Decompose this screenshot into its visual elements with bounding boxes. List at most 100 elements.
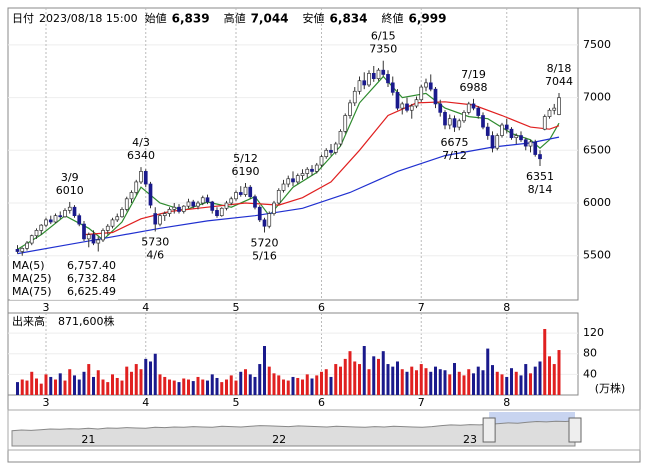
volume-bar [505, 376, 509, 395]
candle-body [533, 141, 538, 155]
annotation-date: 6/15 [371, 30, 396, 43]
candle-body [281, 183, 286, 191]
candle-body [25, 242, 29, 249]
candle-body [77, 215, 82, 225]
volume-bar [163, 376, 167, 395]
candle-body [300, 173, 305, 176]
volume-bar [457, 371, 461, 395]
candle-body [162, 213, 167, 217]
candle-body [509, 128, 514, 139]
volume-bar [20, 379, 24, 395]
volume-bar [282, 379, 285, 395]
candle-body [552, 107, 557, 111]
legend-value: 6,757.40 [67, 259, 116, 272]
volume-bar [481, 370, 485, 395]
candle-body [272, 202, 276, 214]
volume-bar [396, 361, 399, 395]
volume-bar [320, 371, 323, 395]
candle-body [409, 105, 414, 111]
x-tick-label: 5 [233, 301, 240, 314]
candle-body [500, 124, 504, 136]
volume-bar [201, 379, 205, 395]
annotation-price: 5720 [251, 237, 279, 250]
volume-bar [391, 366, 395, 395]
volume-bar [443, 370, 447, 395]
candle-body [91, 234, 96, 244]
candle-body [72, 206, 77, 217]
header-text: 6,834 [330, 12, 368, 26]
candle-body [338, 130, 343, 145]
candle-body [443, 112, 447, 126]
volume-bar [495, 371, 499, 395]
volume-bar [438, 369, 442, 395]
legend-name: MA(75) [12, 285, 52, 298]
header-text: 2023/08/18 15:00 [39, 12, 138, 25]
candle-body [262, 219, 267, 227]
annotation-date: 5/12 [233, 152, 258, 165]
candle-body [362, 80, 367, 86]
volume-bar [305, 374, 309, 395]
candle-body [257, 206, 262, 221]
volume-bar [68, 369, 72, 395]
volume-bar [524, 364, 528, 395]
volume-bar [134, 364, 138, 395]
volume-bar [538, 361, 542, 395]
volume-bar [58, 373, 62, 395]
candle-body [381, 69, 386, 75]
candle-body [343, 115, 348, 132]
navigator-handle [482, 417, 496, 443]
volume-bar [424, 368, 428, 395]
candle-body [414, 99, 419, 107]
candle-body [48, 219, 53, 223]
x-tick-label: 3 [43, 396, 50, 409]
candle-body [376, 69, 381, 79]
volume-bar [367, 369, 371, 395]
volume-bar [377, 358, 380, 395]
annotation-date: 8/18 [547, 62, 572, 75]
volume-bar [291, 376, 295, 395]
volume-bar [400, 369, 404, 395]
volume-bar [329, 376, 333, 395]
candle-body [386, 74, 390, 84]
volume-unit: (万株) [595, 381, 626, 395]
volume-bar [339, 366, 342, 395]
candle-body [390, 82, 395, 93]
candle-body [371, 73, 376, 79]
volume-bar [106, 382, 110, 395]
volume-bar [310, 378, 314, 395]
price-panel [7, 7, 579, 301]
volume-bar [472, 373, 475, 395]
volume-bar [462, 375, 466, 395]
candle-body [120, 208, 124, 218]
x-tick-label: 4 [142, 396, 149, 409]
candle-body [200, 197, 205, 204]
candle-body [267, 213, 272, 227]
volume-bar [82, 371, 86, 395]
volume-bar [410, 366, 414, 395]
candle-body [110, 219, 115, 227]
candle-body [44, 219, 48, 226]
candle-body [139, 171, 143, 183]
candle-body [476, 107, 481, 116]
candle-body [153, 213, 158, 225]
annotation-price: 6351 [526, 170, 554, 183]
annotation-date: 5/16 [252, 250, 277, 263]
volume-bar [248, 374, 252, 395]
x-tick-label: 6 [318, 396, 325, 409]
annotation-price: 5730 [141, 235, 169, 248]
candle-body [452, 118, 457, 128]
y-tick-label: 7500 [583, 38, 611, 51]
volume-bar [73, 375, 76, 395]
candle-body [514, 135, 519, 139]
volume-bar [49, 376, 53, 395]
annotation-price: 6340 [127, 149, 155, 162]
volume-bar [158, 374, 162, 395]
legend-box [10, 258, 118, 300]
x-tick-label: 7 [418, 396, 425, 409]
candle-body [329, 149, 333, 153]
volume-bar [348, 351, 352, 395]
volume-bar [448, 374, 452, 395]
candle-body [314, 164, 319, 172]
candle-body [395, 91, 400, 109]
annotation-price: 6010 [56, 184, 84, 197]
